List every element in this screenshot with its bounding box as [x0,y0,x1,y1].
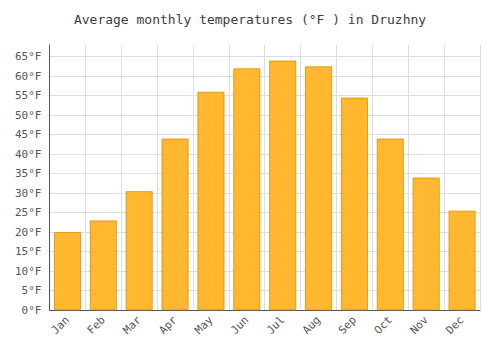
svg-text:0°F: 0°F [22,304,42,317]
svg-text:5°F: 5°F [22,284,42,297]
svg-text:Mar: Mar [121,313,144,336]
svg-text:25°F: 25°F [15,206,42,219]
svg-text:Jan: Jan [49,314,72,337]
svg-text:Nov: Nov [408,313,431,336]
svg-text:Average monthly temperatures (: Average monthly temperatures (°F ) in Dr… [74,12,426,27]
svg-text:Apr: Apr [156,313,179,336]
svg-text:Dec: Dec [443,314,466,337]
svg-text:45°F: 45°F [15,128,42,141]
svg-text:60°F: 60°F [15,70,42,83]
svg-text:Feb: Feb [85,314,108,337]
svg-text:30°F: 30°F [15,187,42,200]
svg-text:Jul: Jul [264,314,287,337]
svg-text:15°F: 15°F [15,245,42,258]
svg-text:Aug: Aug [300,314,323,337]
svg-text:Sep: Sep [336,314,359,337]
svg-text:Jun: Jun [228,314,251,337]
svg-text:65°F: 65°F [15,50,42,63]
svg-text:May: May [192,313,215,336]
svg-text:55°F: 55°F [15,89,42,102]
svg-text:50°F: 50°F [15,109,42,122]
svg-text:35°F: 35°F [15,167,42,180]
svg-text:40°F: 40°F [15,148,42,161]
svg-text:20°F: 20°F [15,226,42,239]
svg-text:Oct: Oct [372,314,395,337]
svg-text:10°F: 10°F [15,265,42,278]
